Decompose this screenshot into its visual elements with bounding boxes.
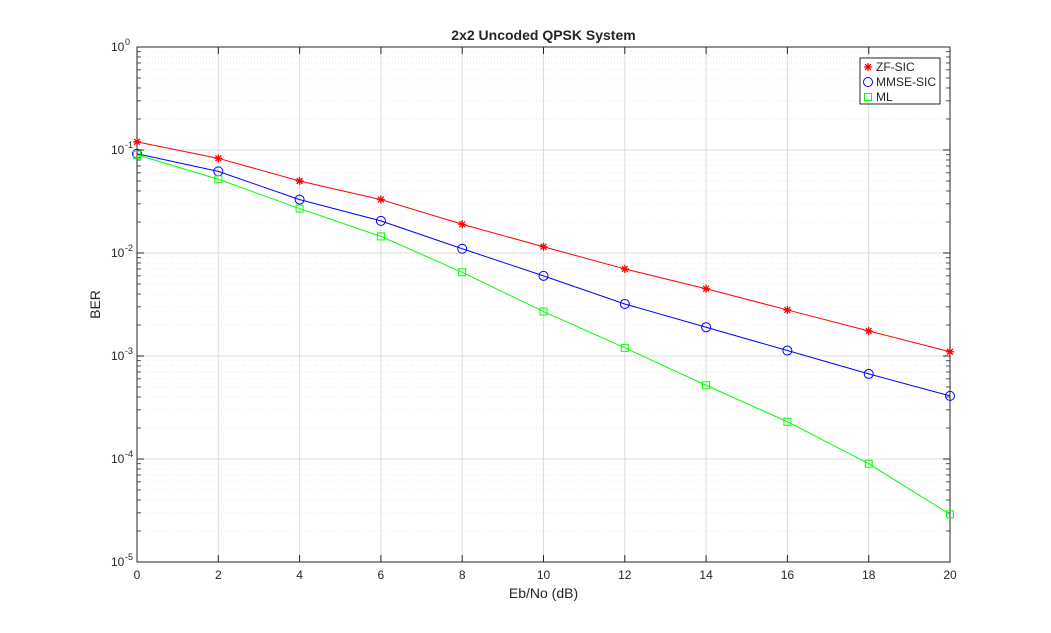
data-point xyxy=(295,204,304,213)
x-tick-label: 10 xyxy=(537,568,551,582)
x-tick-label: 2 xyxy=(215,568,222,582)
data-point xyxy=(539,307,548,316)
data-point xyxy=(620,264,629,273)
marker-stroke xyxy=(702,285,710,293)
x-tick-label: 18 xyxy=(862,568,876,582)
x-tick-label: 4 xyxy=(296,568,303,582)
data-point xyxy=(538,270,549,281)
y-tick-label: 10 -2 xyxy=(111,243,133,260)
marker-stroke xyxy=(540,243,547,251)
legend-item: ZF-SIC xyxy=(864,60,915,74)
marker-stroke xyxy=(784,306,791,314)
y-tick-label-base: 10 xyxy=(111,143,125,157)
series-layer xyxy=(132,137,955,519)
legend-marker xyxy=(864,93,872,101)
series-line xyxy=(136,153,951,397)
data-point xyxy=(458,220,467,229)
x-tick-labels: 0 2 4 6 8 10 12 14 16 18 20 xyxy=(134,568,957,582)
series-line xyxy=(136,154,951,515)
y-tick-label: 10 -1 xyxy=(111,140,133,157)
data-point xyxy=(864,459,873,468)
axis-ticks xyxy=(136,46,951,563)
data-point xyxy=(702,284,711,293)
y-tick-label-base: 10 xyxy=(111,452,125,466)
y-tick-label-exponent: -3 xyxy=(125,346,133,356)
y-tick-label-base: 10 xyxy=(111,40,125,54)
data-point xyxy=(783,417,792,426)
x-tick-label: 20 xyxy=(943,568,957,582)
x-tick-label: 14 xyxy=(699,568,713,582)
data-point xyxy=(295,177,304,186)
legend-marker xyxy=(863,77,873,87)
data-point xyxy=(376,195,385,204)
y-tick-label-base: 10 xyxy=(111,349,125,363)
data-point xyxy=(782,345,793,356)
data-point xyxy=(863,368,874,379)
x-tick-label: 8 xyxy=(459,568,466,582)
y-tick-label-base: 10 xyxy=(111,246,125,260)
legend-item: MMSE-SIC xyxy=(863,75,936,89)
data-point xyxy=(375,215,386,226)
x-tick-label: 6 xyxy=(378,568,385,582)
marker-stroke xyxy=(133,138,141,146)
data-point xyxy=(783,305,792,314)
y-tick-label-exponent: -1 xyxy=(125,140,133,150)
minor-grid xyxy=(137,51,950,532)
legend-label: MMSE-SIC xyxy=(876,75,936,89)
y-tick-label-exponent: -2 xyxy=(125,243,133,253)
x-axis-title: Eb/No (dB) xyxy=(509,585,578,601)
data-point xyxy=(701,322,712,333)
data-point xyxy=(133,150,141,159)
data-point xyxy=(457,243,468,254)
marker-stroke xyxy=(377,196,385,203)
data-point xyxy=(620,343,629,352)
marker-stroke xyxy=(621,265,629,273)
y-tick-label: 10 -3 xyxy=(111,346,133,363)
chart-title: 2x2 Uncoded QPSK System xyxy=(451,27,635,43)
data-point xyxy=(946,347,954,356)
marker-stroke xyxy=(296,177,303,185)
data-point xyxy=(539,242,548,251)
data-point xyxy=(702,381,711,390)
marker-stroke xyxy=(458,220,466,228)
data-point xyxy=(214,154,223,163)
y-tick-label-exponent: -4 xyxy=(125,449,133,459)
marker-stroke xyxy=(864,63,872,71)
series-mmse-sic xyxy=(132,148,955,401)
y-tick-label: 10 0 xyxy=(111,37,130,54)
x-tick-label: 16 xyxy=(781,568,795,582)
data-point xyxy=(376,232,385,241)
data-point xyxy=(458,268,467,277)
legend-label: ZF-SIC xyxy=(876,60,915,74)
data-point xyxy=(619,298,630,309)
data-point xyxy=(864,326,873,335)
series-zf-sic xyxy=(133,137,954,356)
legend-label: ML xyxy=(876,90,893,104)
data-point xyxy=(214,175,223,184)
y-tick-label-exponent: 0 xyxy=(125,37,130,47)
series-ml xyxy=(133,150,954,519)
x-tick-label: 0 xyxy=(134,568,141,582)
marker-stroke xyxy=(946,348,954,356)
y-tick-label-base: 10 xyxy=(111,555,125,569)
legend-box xyxy=(859,57,941,105)
x-tick-label: 12 xyxy=(618,568,632,582)
data-point xyxy=(133,137,141,146)
y-tick-label-exponent: -5 xyxy=(125,552,133,562)
data-point xyxy=(294,194,305,205)
legend-item: ML xyxy=(864,90,893,104)
legend-marker xyxy=(864,63,872,71)
marker-stroke xyxy=(865,327,873,335)
marker-stroke xyxy=(214,154,222,162)
y-axis-title: BER xyxy=(87,290,103,319)
y-tick-label: 10 -5 xyxy=(111,552,133,569)
y-tick-label: 10 -4 xyxy=(111,449,133,466)
data-point xyxy=(946,510,954,519)
data-point xyxy=(945,390,955,401)
